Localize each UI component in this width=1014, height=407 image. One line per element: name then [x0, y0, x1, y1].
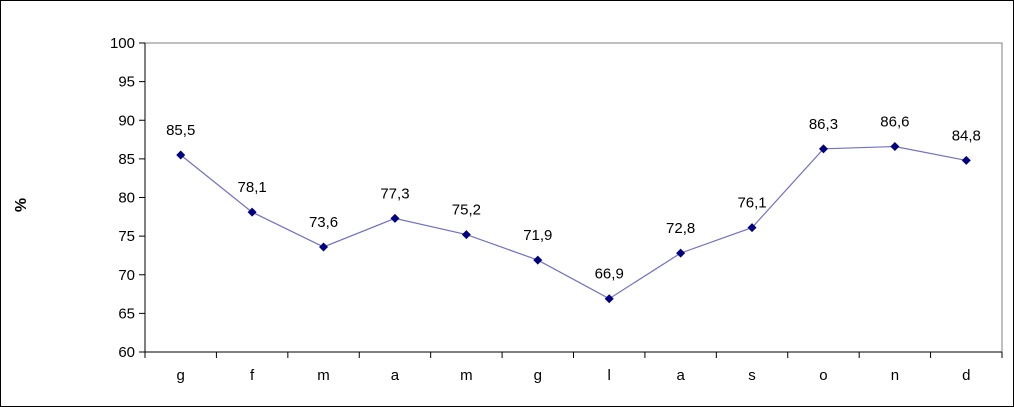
- data-label: 66,9: [595, 266, 624, 283]
- x-tick-label: g: [534, 367, 542, 384]
- x-tick-label: o: [819, 367, 827, 384]
- data-point: [818, 144, 828, 154]
- data-point: [676, 248, 686, 258]
- data-point: [319, 242, 329, 252]
- data-label: 71,9: [523, 227, 552, 244]
- data-labels: 85,5 78,1 73,6 77,3 75,2 71,9 66,9 72,8 76,1 86,3…: [166, 114, 981, 283]
- data-point: [604, 294, 614, 304]
- data-label: 85,5: [166, 122, 195, 139]
- y-axis: 100 95 90 85 80 75 70 65 60: [110, 35, 146, 361]
- x-tick-label: a: [391, 367, 400, 384]
- data-label: 77,3: [380, 185, 409, 202]
- data-label: 73,6: [309, 214, 338, 231]
- x-tick-label: d: [962, 367, 970, 384]
- y-tick-label: 75: [118, 228, 135, 245]
- data-point: [961, 155, 971, 165]
- data-label: 76,1: [737, 195, 766, 212]
- x-tick-label: a: [676, 367, 685, 384]
- x-tick-label: m: [317, 367, 330, 384]
- data-point: [461, 230, 471, 240]
- x-tick-label: n: [891, 367, 899, 384]
- y-tick-label: 100: [110, 35, 135, 52]
- y-tick-label: 85: [118, 151, 135, 168]
- series-line: [176, 142, 971, 304]
- y-tick-label: 70: [118, 267, 135, 284]
- data-point: [390, 213, 400, 223]
- x-tick-label: f: [250, 367, 255, 384]
- y-tick-label: 80: [118, 190, 135, 207]
- data-label: 78,1: [238, 179, 267, 196]
- x-tick-label: s: [748, 367, 756, 384]
- data-point: [890, 142, 900, 152]
- data-point: [747, 223, 757, 233]
- y-axis-label: %: [13, 198, 30, 212]
- data-point: [176, 150, 186, 160]
- data-label: 86,6: [880, 114, 909, 131]
- x-tick-label: g: [177, 367, 185, 384]
- data-label: 86,3: [809, 116, 838, 133]
- y-tick-label: 95: [118, 74, 135, 91]
- series-polyline: [180, 145, 967, 300]
- plot-area: [144, 42, 1003, 353]
- data-label: 84,8: [952, 127, 981, 144]
- data-label: 72,8: [666, 220, 695, 237]
- x-tick-label: m: [460, 367, 473, 384]
- data-point: [533, 255, 543, 265]
- data-point: [247, 207, 257, 217]
- y-tick-label: 65: [118, 305, 135, 322]
- x-tick-label: l: [608, 367, 611, 384]
- y-tick-label: 60: [118, 344, 135, 361]
- data-label: 75,2: [452, 202, 481, 219]
- y-tick-label: 90: [118, 112, 135, 129]
